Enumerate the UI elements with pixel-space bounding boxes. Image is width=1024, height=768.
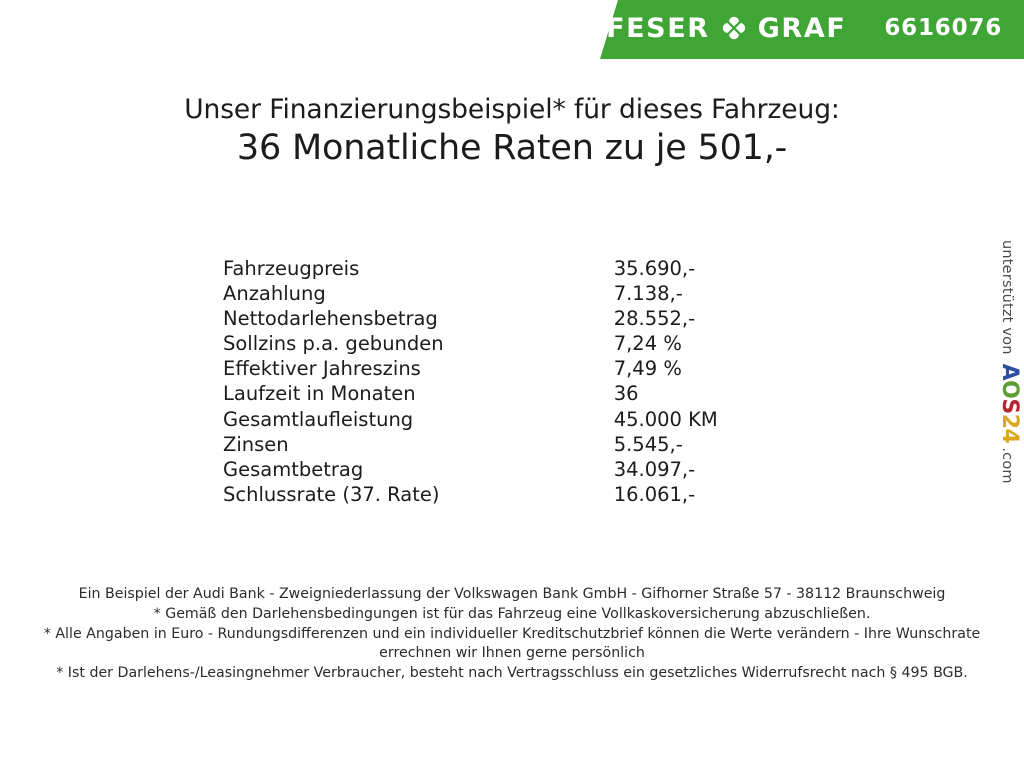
- clover-icon: [721, 15, 747, 41]
- finance-details-table: Fahrzeugpreis 35.690,- Anzahlung 7.138,-…: [223, 256, 783, 507]
- row-label: Nettodarlehensbetrag: [223, 307, 438, 331]
- legal-disclaimer-block: Ein Beispiel der Audi Bank - Zweignieder…: [0, 585, 1024, 683]
- table-row: Schlussrate (37. Rate) 16.061,-: [223, 482, 783, 507]
- vehicle-id-number: 6616076: [884, 14, 1002, 41]
- table-row: Laufzeit in Monaten 36: [223, 381, 783, 406]
- row-label: Gesamtbetrag: [223, 457, 364, 481]
- sponsor-prefix-label: unterstützt von: [999, 240, 1015, 355]
- table-row: Sollzins p.a. gebunden 7,24 %: [223, 331, 783, 356]
- finance-example-heading: Unser Finanzierungsbeispiel* für dieses …: [184, 94, 840, 125]
- row-value: 45.000 KM: [613, 407, 718, 431]
- aos24-letter-o: O: [997, 380, 1022, 399]
- row-label: Effektiver Jahreszins: [223, 357, 421, 381]
- row-label: Anzahlung: [223, 282, 326, 306]
- table-row: Gesamtlaufleistung 45.000 KM: [223, 407, 783, 432]
- row-value: 7,24 %: [613, 332, 682, 356]
- row-value: 36: [613, 382, 639, 406]
- sponsor-rotated-text: unterstützt von AOS24 .com: [992, 240, 1022, 484]
- row-label: Sollzins p.a. gebunden: [223, 332, 444, 356]
- table-row: Zinsen 5.545,-: [223, 432, 783, 457]
- monthly-rate-heading: 36 Monatliche Raten zu je 501,-: [236, 128, 788, 169]
- legal-line-currency-note: * Alle Angaben in Euro - Rundungsdiffere…: [43, 626, 981, 661]
- row-label: Fahrzeugpreis: [223, 257, 360, 280]
- brand-name-first: FESER: [606, 12, 710, 44]
- table-row: Fahrzeugpreis 35.690,-: [223, 256, 783, 281]
- row-label: Schlussrate (37. Rate): [223, 482, 440, 506]
- row-label: Zinsen: [223, 432, 289, 456]
- row-label: Gesamtlaufleistung: [223, 407, 414, 431]
- row-value: 7.138,-: [613, 282, 683, 306]
- row-value: 16.061,-: [613, 482, 696, 506]
- row-value: 28.552,-: [613, 307, 696, 331]
- sponsor-attribution: unterstützt von AOS24 .com: [992, 240, 1022, 540]
- headline-block: Unser Finanzierungsbeispiel* für dieses …: [0, 94, 1024, 170]
- row-label: Laufzeit in Monaten: [223, 382, 416, 406]
- sponsor-domain-suffix: .com: [999, 447, 1015, 484]
- aos24-letter-s: S: [997, 398, 1022, 414]
- row-value: 34.097,-: [613, 457, 696, 481]
- aos24-letter-a: A: [997, 363, 1022, 381]
- row-value: 7,49 %: [613, 357, 682, 381]
- table-row: Gesamtbetrag 34.097,-: [223, 457, 783, 482]
- legal-line-withdrawal-right: * Ist der Darlehens-/Leasingnehmer Verbr…: [56, 665, 968, 681]
- aos24-logo: AOS24: [997, 364, 1022, 444]
- brand-name-second: GRAF: [757, 12, 847, 44]
- aos24-number-24: 24: [997, 413, 1022, 444]
- legal-line-bank-address: Ein Beispiel der Audi Bank - Zweignieder…: [78, 586, 946, 602]
- finance-table-body: Fahrzeugpreis 35.690,- Anzahlung 7.138,-…: [223, 256, 783, 507]
- legal-line-insurance: * Gemäß den Darlehensbedingungen ist für…: [153, 606, 871, 622]
- table-row: Anzahlung 7.138,-: [223, 281, 783, 306]
- table-row: Effektiver Jahreszins 7,49 %: [223, 356, 783, 381]
- table-row: Nettodarlehensbetrag 28.552,-: [223, 306, 783, 331]
- brand-logo: FESER GRAF 6616076: [0, 0, 1024, 56]
- row-value: 5.545,-: [613, 432, 683, 456]
- row-value: 35.690,-: [613, 257, 696, 280]
